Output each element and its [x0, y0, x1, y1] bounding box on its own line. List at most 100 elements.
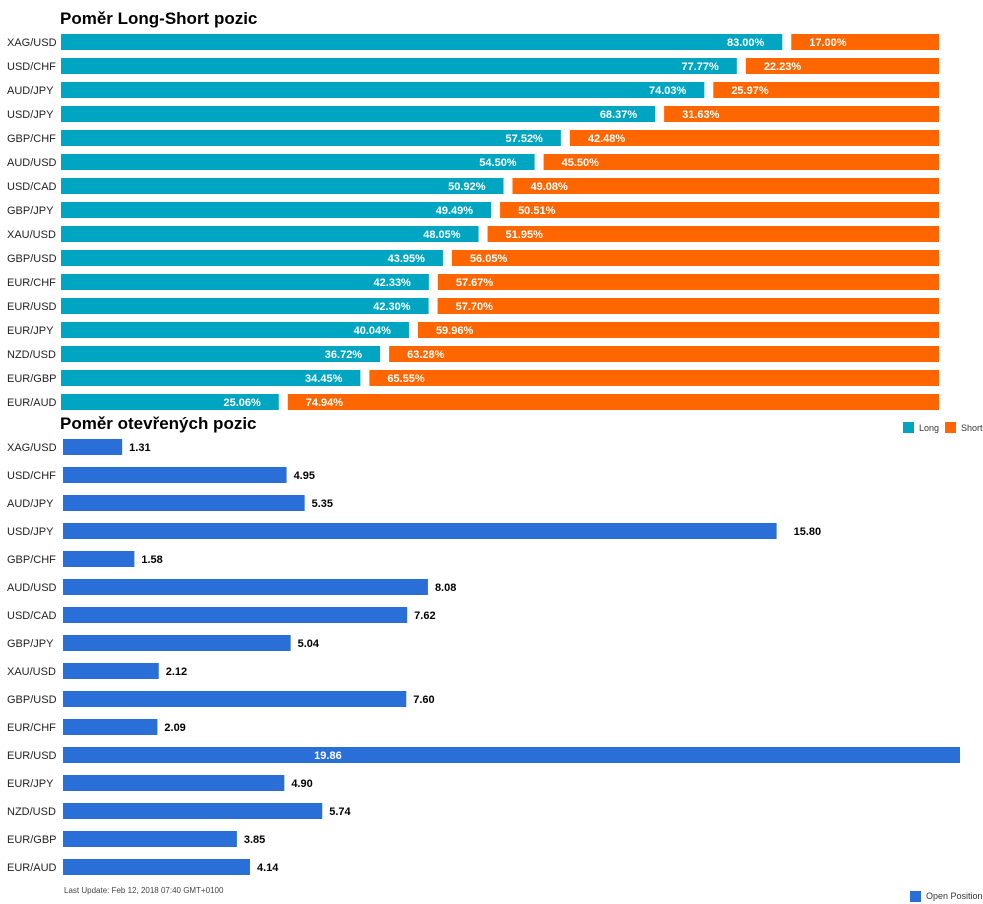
ls-category-label-usd-jpy: USD/JPY: [7, 109, 54, 121]
short-value-label-aud-usd: 45.50%: [562, 157, 600, 169]
legend-open-positions-swatch: [910, 891, 921, 902]
short-value-label-aud-jpy: 25.97%: [731, 85, 769, 97]
long-value-label-eur-gbp: 34.45%: [305, 373, 343, 385]
short-bar-usd-chf: [745, 58, 939, 74]
short-value-label-xau-usd: 51.95%: [506, 229, 544, 241]
ls-category-label-aud-jpy: AUD/JPY: [7, 85, 54, 97]
ls-category-label-aud-usd: AUD/USD: [7, 157, 57, 169]
op-category-label-gbp-usd: GBP/USD: [7, 694, 57, 706]
short-bar-eur-chf: [437, 274, 939, 290]
short-bar-xau-usd: [487, 226, 939, 242]
last-update-text: Last Update: Feb 12, 2018 07:40 GMT+0100: [64, 886, 224, 895]
short-bar-gbp-usd: [451, 250, 939, 266]
open-positions-value-label-eur-chf: 2.09: [164, 722, 185, 734]
open-positions-bar-eur-jpy: [63, 775, 285, 791]
long-bar-eur-usd: [61, 298, 429, 314]
short-value-label-eur-aud: 74.94%: [306, 397, 344, 409]
open-positions-chart-title: Poměr otevřených pozic: [60, 414, 257, 433]
short-bar-aud-jpy: [713, 82, 939, 98]
short-bar-xag-usd: [791, 34, 939, 50]
long-value-label-usd-jpy: 68.37%: [600, 109, 638, 121]
op-category-label-eur-aud: EUR/AUD: [7, 862, 57, 874]
op-category-label-usd-chf: USD/CHF: [7, 470, 56, 482]
long-bar-eur-aud: [61, 394, 279, 410]
open-positions-value-label-aud-jpy: 5.35: [312, 498, 333, 510]
short-value-label-usd-cad: 49.08%: [530, 181, 568, 193]
short-value-label-xag-usd: 17.00%: [809, 37, 847, 49]
short-value-label-usd-jpy: 31.63%: [682, 109, 720, 121]
open-positions-bar-gbp-chf: [63, 551, 135, 567]
legend-long-label: Long: [919, 423, 939, 433]
op-category-label-gbp-chf: GBP/CHF: [7, 554, 56, 566]
short-bar-usd-cad: [512, 178, 939, 194]
open-positions-value-label-gbp-chf: 1.58: [141, 554, 162, 566]
short-bar-eur-gbp: [369, 370, 940, 386]
legend-short-swatch: [945, 422, 956, 433]
open-positions-bar-eur-chf: [63, 719, 158, 735]
long-value-label-gbp-jpy: 49.49%: [436, 205, 474, 217]
long-bar-aud-usd: [61, 154, 535, 170]
short-value-label-eur-gbp: 65.55%: [387, 373, 425, 385]
open-positions-value-label-usd-chf: 4.95: [294, 470, 315, 482]
open-positions-bar-aud-usd: [63, 579, 428, 595]
long-value-label-gbp-chf: 57.52%: [506, 133, 544, 145]
ls-category-label-eur-gbp: EUR/GBP: [7, 373, 57, 385]
op-category-label-aud-jpy: AUD/JPY: [7, 498, 54, 510]
long-value-label-usd-cad: 50.92%: [448, 181, 486, 193]
op-category-label-eur-gbp: EUR/GBP: [7, 834, 57, 846]
open-positions-bar-gbp-jpy: [63, 635, 291, 651]
open-positions-bar-eur-gbp: [63, 831, 237, 847]
short-value-label-gbp-jpy: 50.51%: [518, 205, 556, 217]
open-positions-bar-gbp-usd: [63, 691, 407, 707]
long-bar-usd-chf: [61, 58, 737, 74]
open-positions-bar-eur-usd: [63, 747, 960, 763]
long-short-chart: XAG/USD 83.00% 17.00% USD/CHF 77.77% 22.23% AU…: [7, 34, 940, 410]
open-positions-value-label-eur-aud: 4.14: [257, 862, 279, 874]
ls-category-label-usd-cad: USD/CAD: [7, 181, 57, 193]
open-positions-bar-nzd-usd: [63, 803, 323, 819]
short-value-label-eur-usd: 57.70%: [456, 301, 494, 313]
short-bar-eur-aud: [287, 394, 940, 410]
legend-open-positions-label: Open Positions: [926, 891, 983, 901]
open-positions-value-label-eur-gbp: 3.85: [244, 834, 265, 846]
op-category-label-usd-jpy: USD/JPY: [7, 526, 54, 538]
open-positions-value-label-eur-usd: 19.86: [314, 750, 342, 762]
open-positions-bar-xau-usd: [63, 663, 159, 679]
op-category-label-aud-usd: AUD/USD: [7, 582, 57, 594]
open-positions-bar-xag-usd: [63, 439, 123, 455]
long-bar-usd-cad: [61, 178, 504, 194]
long-short-chart-title: Poměr Long-Short pozic: [60, 9, 257, 28]
short-bar-gbp-chf: [569, 130, 939, 146]
ls-category-label-xag-usd: XAG/USD: [7, 37, 57, 49]
short-value-label-eur-jpy: 59.96%: [436, 325, 474, 337]
long-bar-xag-usd: [61, 34, 783, 50]
ls-category-label-nzd-usd: NZD/USD: [7, 349, 56, 361]
ls-category-label-gbp-usd: GBP/USD: [7, 253, 57, 265]
legend-short-label: Short: [961, 423, 983, 433]
long-value-label-usd-chf: 77.77%: [682, 61, 720, 73]
open-positions-chart: XAG/USD 1.31 USD/CHF 4.95 AUD/JPY 5.35 USD/JPY…: [7, 439, 960, 875]
ls-category-label-gbp-jpy: GBP/JPY: [7, 205, 54, 217]
ls-category-label-usd-chf: USD/CHF: [7, 61, 56, 73]
open-positions-value-label-usd-cad: 7.62: [414, 610, 435, 622]
short-bar-eur-usd: [437, 298, 939, 314]
short-value-label-eur-chf: 57.67%: [456, 277, 494, 289]
long-value-label-eur-chf: 42.33%: [374, 277, 412, 289]
long-bar-eur-jpy: [61, 322, 409, 338]
short-bar-gbp-jpy: [500, 202, 939, 218]
ls-category-label-eur-aud: EUR/AUD: [7, 397, 57, 409]
long-short-legend: Long Short: [903, 422, 983, 433]
short-bar-usd-jpy: [664, 106, 939, 122]
op-category-label-nzd-usd: NZD/USD: [7, 806, 56, 818]
open-positions-value-label-nzd-usd: 5.74: [329, 806, 351, 818]
open-positions-bar-usd-jpy: [63, 523, 777, 539]
short-bar-nzd-usd: [389, 346, 939, 362]
ls-category-label-eur-chf: EUR/CHF: [7, 277, 56, 289]
open-positions-bar-eur-aud: [63, 859, 250, 875]
op-category-label-eur-jpy: EUR/JPY: [7, 778, 54, 790]
legend-long-swatch: [903, 422, 914, 433]
short-bar-aud-usd: [543, 154, 939, 170]
short-bar-eur-jpy: [417, 322, 939, 338]
long-value-label-aud-usd: 54.50%: [479, 157, 517, 169]
